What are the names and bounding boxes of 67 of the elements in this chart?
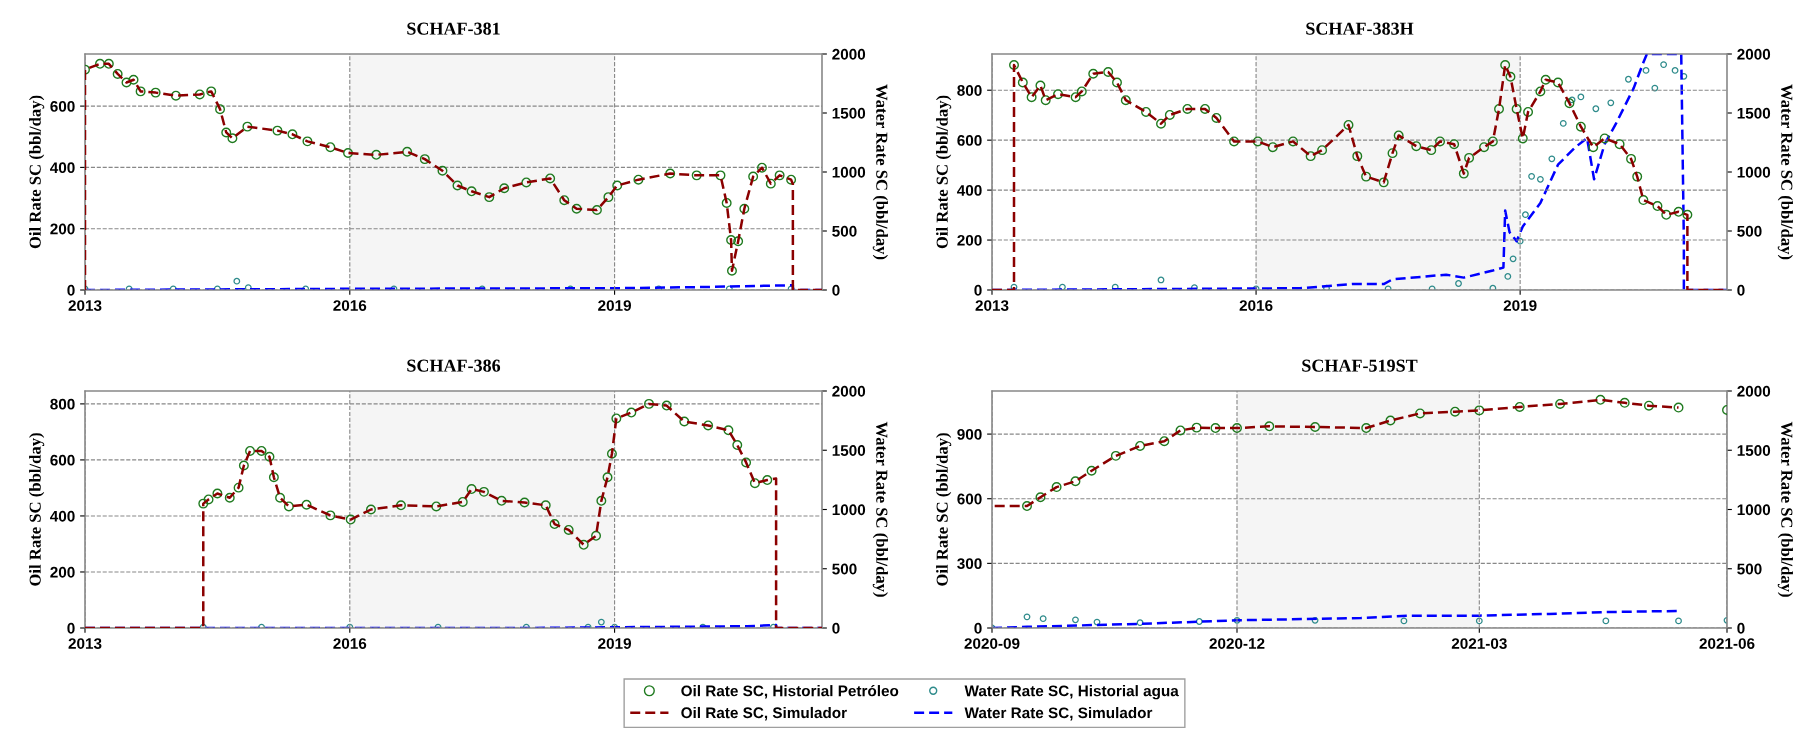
y2-tick-label: 1500	[832, 445, 866, 456]
y2-tick-label: 0	[1737, 284, 1745, 296]
y-tick-label: 600	[50, 454, 75, 466]
y-tick-label: 200	[50, 223, 75, 235]
y2-tick-label: 1500	[832, 107, 866, 119]
x-tick-label: 2019	[1503, 300, 1537, 311]
y2-tick-label: 500	[1737, 225, 1762, 237]
x-tick-label: 2020-12	[1209, 638, 1265, 649]
chart-title: SCHAF-386	[407, 359, 501, 372]
y-tick-label: 0	[67, 284, 75, 296]
y2-axis-title: Water Rate SC (bbl/day)	[1777, 421, 1793, 597]
y-tick-label: 400	[50, 510, 75, 522]
chart-title: SCHAF-519ST	[1302, 359, 1418, 372]
legend-label: Water Rate SC, Simulador	[964, 707, 1153, 721]
y-axis-title: Oil Rate SC (bbl/day)	[29, 95, 45, 249]
y2-tick-label: 0	[832, 622, 840, 634]
y-axis-title: Oil Rate SC (bbl/day)	[29, 433, 45, 586]
y-tick-label: 0	[974, 622, 982, 634]
y2-tick-label: 1000	[832, 504, 866, 516]
y-tick-label: 200	[957, 234, 982, 246]
y2-tick-label: 2000	[1737, 385, 1771, 397]
y-tick-label: 400	[957, 184, 982, 196]
y2-axis-title: Water Rate SC (bbl/day)	[872, 421, 888, 597]
chart-title: SCHAF-383H	[1306, 22, 1414, 35]
y2-tick-label: 1000	[1737, 166, 1771, 178]
y2-tick-label: 2000	[832, 48, 866, 60]
y2-tick-label: 1000	[1737, 504, 1771, 516]
legend-label: Water Rate SC, Historial agua	[964, 685, 1179, 700]
y2-axis-title: Water Rate SC (bbl/day)	[1777, 84, 1793, 260]
y-tick-label: 900	[957, 428, 982, 440]
y-tick-label: 600	[957, 135, 982, 146]
y2-tick-label: 0	[832, 284, 840, 296]
y-tick-label: 200	[50, 566, 75, 578]
x-tick-label: 2021-06	[1699, 638, 1755, 649]
x-tick-label: 2019	[598, 300, 632, 311]
y2-tick-label: 1000	[832, 166, 866, 178]
legend-label: Oil Rate SC, Historial Petróleo	[681, 684, 899, 699]
x-tick-label: 2016	[333, 300, 367, 311]
y-tick-label: 0	[974, 284, 982, 296]
x-tick-label: 2021-03	[1451, 638, 1507, 649]
y2-axis-title: Water Rate SC (bbl/day)	[872, 84, 888, 260]
y-tick-label: 300	[957, 558, 982, 570]
x-tick-label: 2013	[68, 300, 102, 311]
y2-tick-label: 1500	[1737, 445, 1771, 456]
y-tick-label: 0	[67, 622, 75, 634]
x-tick-label: 2016	[333, 638, 367, 649]
y-axis-title: Oil Rate SC (bbl/day)	[936, 433, 952, 586]
y2-tick-label: 2000	[832, 385, 866, 397]
x-tick-label: 2020-09	[964, 638, 1020, 649]
y-tick-label: 400	[50, 162, 75, 174]
y-tick-label: 800	[957, 85, 982, 96]
x-tick-label: 2013	[975, 300, 1009, 311]
y-tick-label: 600	[957, 493, 982, 505]
x-tick-label: 2019	[598, 638, 632, 649]
y2-tick-label: 500	[1737, 563, 1762, 575]
y2-tick-label: 500	[832, 563, 857, 575]
y2-tick-label: 0	[1737, 622, 1745, 634]
x-tick-label: 2016	[1239, 300, 1273, 311]
y2-tick-label: 1500	[1737, 107, 1771, 119]
y2-tick-label: 500	[832, 225, 857, 237]
x-tick-label: 2013	[68, 638, 102, 649]
y-tick-label: 800	[50, 398, 75, 410]
y-tick-label: 600	[50, 100, 75, 112]
chart-title: SCHAF-381	[407, 22, 500, 35]
y2-tick-label: 2000	[1737, 48, 1771, 60]
legend-label: Oil Rate SC, Simulador	[681, 706, 847, 721]
y-axis-title: Oil Rate SC (bbl/day)	[936, 95, 952, 249]
